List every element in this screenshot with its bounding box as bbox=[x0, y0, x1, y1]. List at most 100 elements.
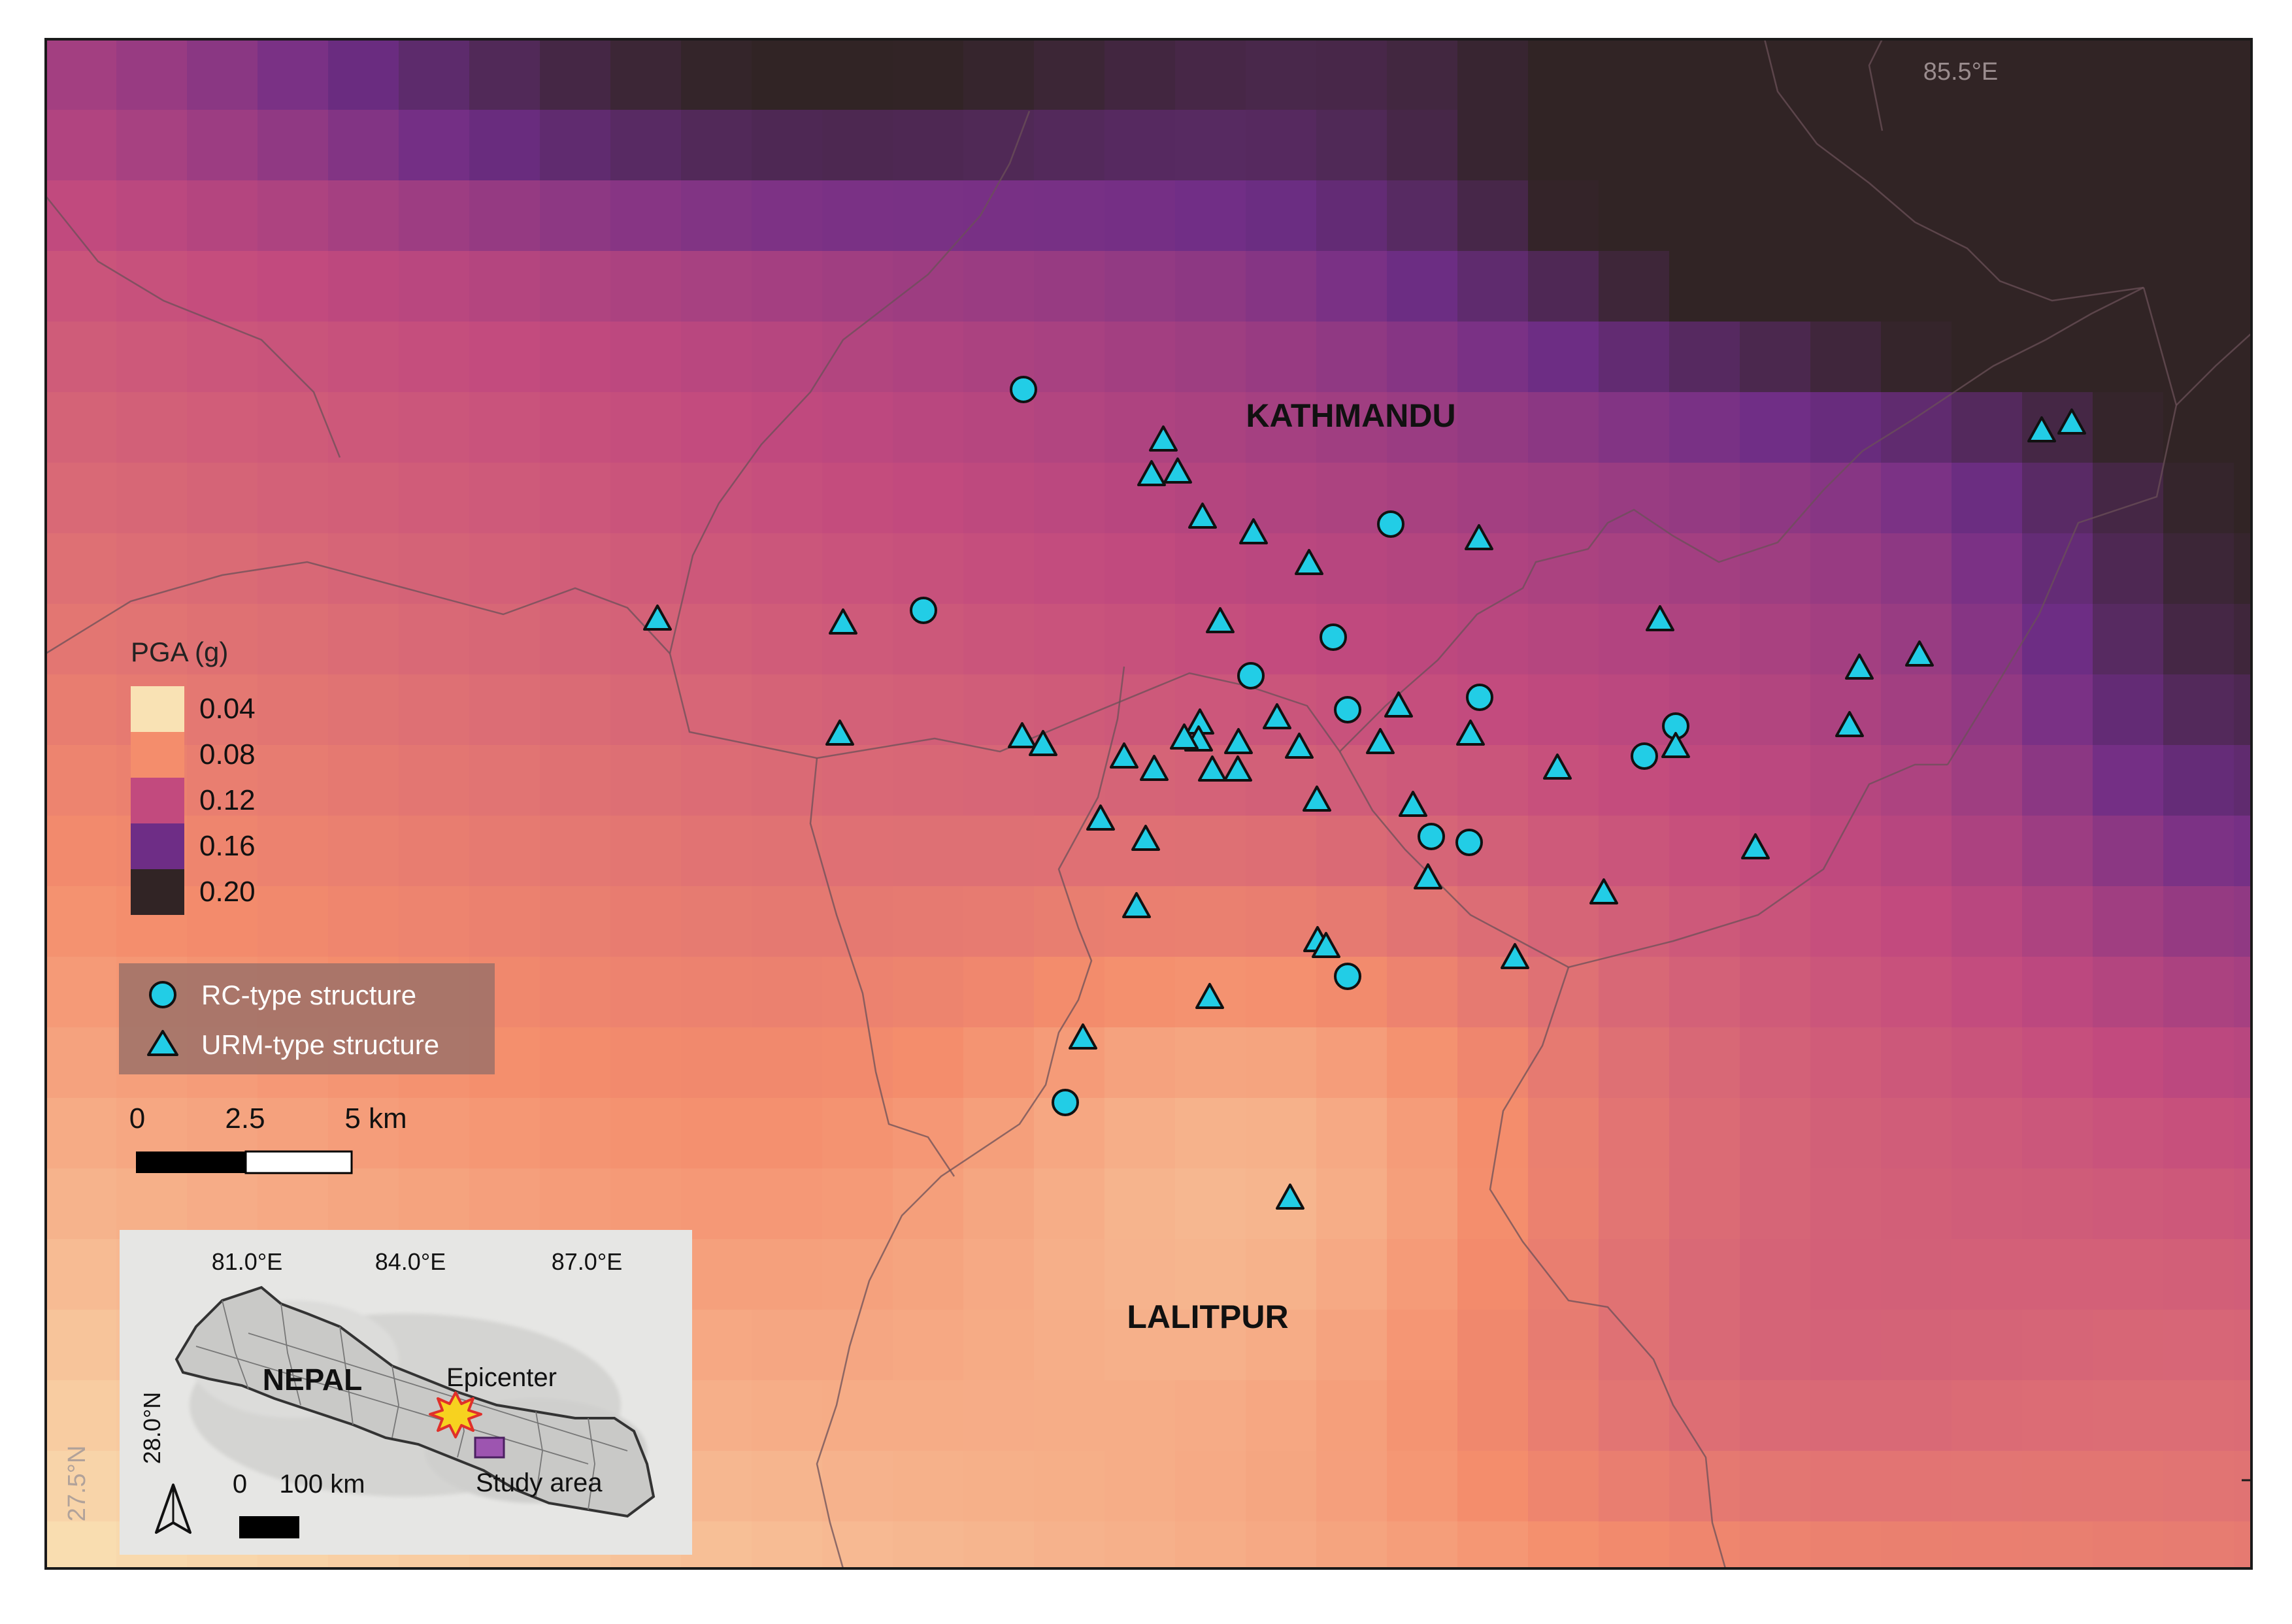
pga-cell bbox=[681, 180, 752, 252]
urm-site-marker bbox=[643, 605, 672, 631]
pga-cell bbox=[2022, 957, 2093, 1028]
urm-site-marker bbox=[1008, 722, 1037, 748]
pga-cell bbox=[963, 957, 1035, 1028]
pga-cell bbox=[1457, 1521, 1529, 1568]
pga-cell bbox=[257, 392, 329, 463]
urm-site-marker bbox=[1110, 742, 1138, 769]
pga-cell bbox=[257, 322, 329, 393]
pga-cell bbox=[2022, 816, 2093, 887]
pga-cell bbox=[2163, 1310, 2234, 1381]
urm-site-marker bbox=[1198, 755, 1227, 782]
pga-cell bbox=[1599, 1239, 1670, 1310]
pga-cell bbox=[2234, 745, 2251, 816]
pga-cell bbox=[893, 745, 964, 816]
pga-cell bbox=[1175, 1521, 1246, 1568]
pga-cell bbox=[1881, 745, 1952, 816]
pga-cell bbox=[1034, 110, 1105, 181]
pga-cell bbox=[2234, 1310, 2251, 1381]
pga-cell bbox=[1528, 392, 1599, 463]
pga-cell bbox=[1669, 322, 1740, 393]
urm-site-marker bbox=[825, 720, 854, 746]
pga-cell bbox=[822, 533, 893, 605]
pga-cell bbox=[2234, 1521, 2251, 1568]
pga-cell bbox=[681, 533, 752, 605]
pga-cell bbox=[1528, 886, 1599, 957]
pga-cell bbox=[1810, 110, 1882, 181]
pga-cell bbox=[1740, 674, 1811, 746]
pga-cell bbox=[1669, 886, 1740, 957]
pga-cell bbox=[540, 674, 611, 746]
pga-cell bbox=[2022, 1521, 2093, 1568]
urm-site-marker bbox=[1303, 786, 1331, 812]
pga-cell bbox=[1457, 886, 1529, 957]
pga-cell bbox=[1387, 1168, 1458, 1240]
pga-cell bbox=[1810, 886, 1882, 957]
pga-cell bbox=[1316, 1098, 1387, 1169]
pga-cell bbox=[257, 251, 329, 322]
pga-cell bbox=[257, 1168, 329, 1240]
pga-cell bbox=[681, 110, 752, 181]
pga-cell bbox=[963, 1168, 1035, 1240]
pga-cell bbox=[1669, 1451, 1740, 1522]
pga-cell bbox=[1104, 1521, 1176, 1568]
urm-site-marker bbox=[1122, 892, 1151, 918]
pga-cell bbox=[46, 1521, 117, 1568]
pga-cell bbox=[1952, 886, 2023, 957]
pga-cell bbox=[1387, 1027, 1458, 1099]
inset-district-lines bbox=[195, 1300, 628, 1510]
pga-cell bbox=[610, 322, 682, 393]
pga-cell bbox=[822, 110, 893, 181]
pga-cell bbox=[963, 533, 1035, 605]
pga-cell bbox=[46, 745, 117, 816]
pga-cell bbox=[752, 533, 823, 605]
pga-cell bbox=[610, 533, 682, 605]
pga-cell bbox=[1810, 1168, 1882, 1240]
pga-legend-label: 0.16 bbox=[199, 830, 256, 862]
pga-cell bbox=[752, 251, 823, 322]
pga-cell bbox=[1740, 886, 1811, 957]
structure-legend-box bbox=[119, 963, 495, 1074]
pga-cell bbox=[610, 674, 682, 746]
pga-cell bbox=[1316, 533, 1387, 605]
pga-cell bbox=[2022, 1451, 2093, 1522]
pga-cell bbox=[1881, 392, 1952, 463]
pga-cell bbox=[1669, 816, 1740, 887]
pga-cell bbox=[681, 1380, 752, 1451]
boundary-west-inner bbox=[809, 757, 955, 1177]
pga-cell bbox=[1104, 180, 1176, 252]
pga-cell bbox=[2093, 1168, 2164, 1240]
pga-cell bbox=[399, 251, 470, 322]
pga-cell bbox=[610, 1098, 682, 1169]
pga-cell bbox=[46, 39, 117, 110]
pga-cell bbox=[2163, 1521, 2234, 1568]
pga-cell bbox=[1457, 463, 1529, 534]
pga-cell bbox=[2163, 39, 2234, 110]
urm-site-marker bbox=[829, 608, 857, 635]
pga-cell bbox=[257, 39, 329, 110]
pga-cell bbox=[1246, 110, 1317, 181]
pga-cell bbox=[1246, 1310, 1317, 1381]
pga-cell bbox=[469, 463, 540, 534]
pga-cell bbox=[1104, 110, 1176, 181]
graticule-label-lat: 27.5°N bbox=[63, 1446, 91, 1522]
pga-cell bbox=[1599, 1451, 1670, 1522]
pga-cell bbox=[540, 1098, 611, 1169]
pga-cell bbox=[1952, 110, 2023, 181]
pga-cell bbox=[1810, 1521, 1882, 1568]
pga-cell bbox=[1034, 180, 1105, 252]
pga-cell bbox=[963, 1027, 1035, 1099]
pga-cell bbox=[1387, 1098, 1458, 1169]
pga-legend-label: 0.12 bbox=[199, 784, 256, 816]
pga-cell bbox=[2022, 1239, 2093, 1310]
pga-cell bbox=[1246, 1098, 1317, 1169]
pga-cell bbox=[893, 39, 964, 110]
pga-cell bbox=[752, 1521, 823, 1568]
pga-cell bbox=[540, 180, 611, 252]
pga-cell bbox=[1034, 1239, 1105, 1310]
pga-cell bbox=[752, 322, 823, 393]
pga-cell bbox=[540, 604, 611, 675]
urm-site-marker bbox=[2027, 416, 2056, 442]
pga-cell bbox=[187, 251, 258, 322]
pga-cell bbox=[1881, 110, 1952, 181]
pga-cell bbox=[540, 110, 611, 181]
